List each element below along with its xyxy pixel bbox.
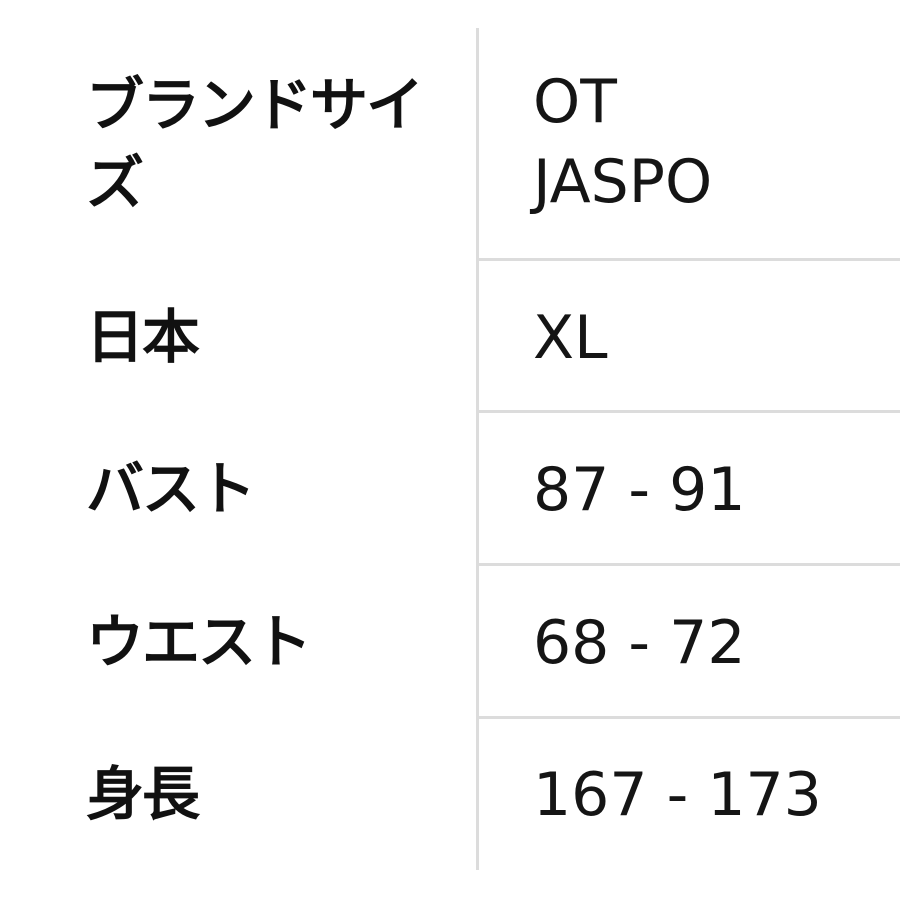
label-bust: バスト (86, 455, 256, 523)
label-waist: ウエスト (86, 608, 312, 676)
value-waist: 68 - 72 (533, 608, 746, 678)
value-height: 167 - 173 (533, 760, 822, 830)
row-divider (479, 410, 900, 413)
value-line: JASPO (533, 147, 713, 217)
row-divider (479, 716, 900, 719)
label-brand-size: ブランドサイズ (86, 71, 424, 217)
row-divider (479, 563, 900, 566)
value-line: OT (533, 67, 617, 137)
value-bust: 87 - 91 (533, 455, 746, 525)
label-japan: 日本 (86, 303, 200, 371)
row-divider (479, 258, 900, 261)
value-brand-size: OT JASPO (533, 62, 712, 222)
label-height: 身長 (86, 760, 200, 828)
column-divider (476, 28, 479, 870)
value-japan: XL (533, 303, 608, 373)
